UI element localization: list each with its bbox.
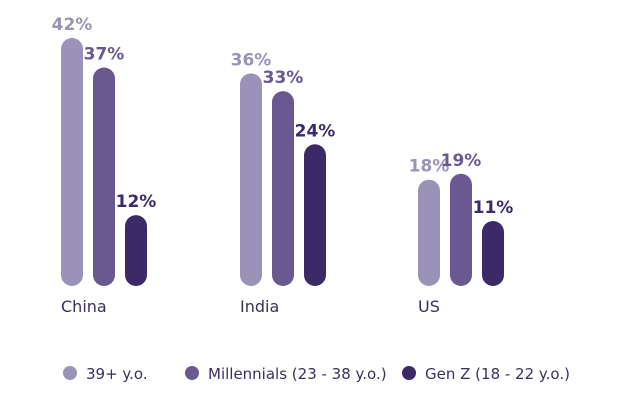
value-label-india-series-3: 24% — [295, 121, 336, 141]
value-label-us-series-3: 11% — [473, 198, 514, 218]
value-label-china-series-2: 37% — [84, 45, 125, 65]
value-label-india-series-2: 33% — [263, 68, 304, 88]
legend-label-series-1: 39+ y.o. — [86, 365, 148, 383]
value-label-us-series-2: 19% — [441, 151, 482, 171]
category-label-china: China — [61, 297, 107, 316]
bar-china-series-2 — [93, 67, 115, 287]
legend-swatch-series-1 — [63, 366, 77, 380]
value-label-india-series-1: 36% — [231, 50, 272, 70]
bar-us-series-3 — [482, 221, 504, 286]
bar-india-series-1 — [240, 73, 262, 286]
bar-india-series-3 — [304, 144, 326, 286]
bar-us-series-1 — [418, 179, 440, 286]
bar-china-series-1 — [61, 38, 83, 286]
value-label-china-series-1: 42% — [52, 15, 93, 35]
value-label-us-series-1: 18% — [409, 157, 450, 177]
bar-india-series-2 — [272, 91, 294, 287]
category-label-india: India — [240, 297, 279, 316]
legend-swatch-series-2 — [185, 366, 199, 380]
legend-label-series-3: Gen Z (18 - 22 y.o.) — [425, 365, 570, 383]
category-label-us: US — [418, 297, 440, 316]
bar-us-series-2 — [450, 173, 472, 286]
value-label-china-series-3: 12% — [116, 192, 157, 212]
legend-label-series-2: Millennials (23 - 38 y.o.) — [208, 365, 387, 383]
bar-china-series-3 — [125, 215, 147, 286]
legend-swatch-series-3 — [402, 366, 416, 380]
